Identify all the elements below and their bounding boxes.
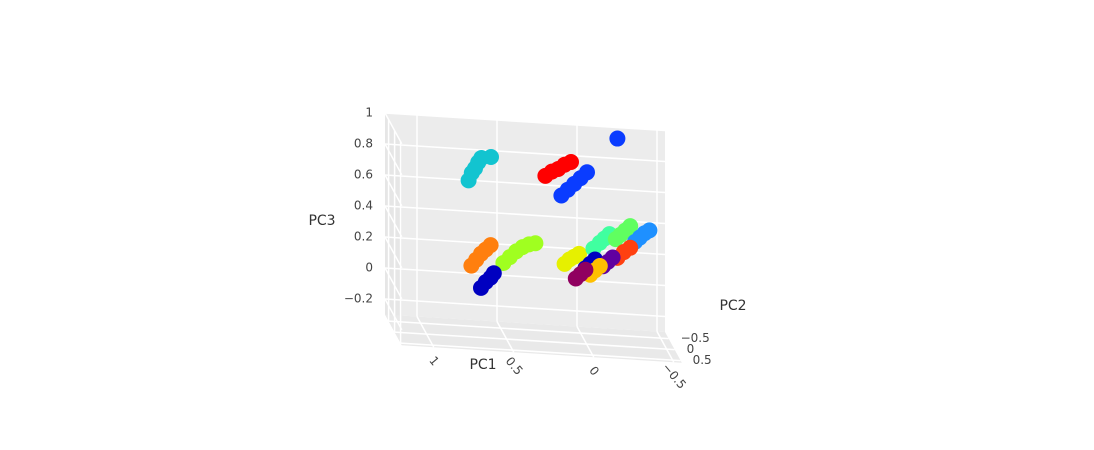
point bbox=[577, 261, 594, 278]
x-tick-label: 0.5 bbox=[503, 354, 526, 378]
grid-line bbox=[384, 205, 666, 225]
floor-pane bbox=[385, 314, 682, 363]
grid-line bbox=[384, 112, 403, 145]
x-tick-label: −0.5 bbox=[659, 360, 688, 391]
z-tick-label: 1 bbox=[365, 106, 373, 120]
grid-line bbox=[384, 112, 666, 132]
z-tick-label: 0.6 bbox=[354, 168, 373, 182]
point bbox=[579, 164, 595, 181]
z-axis-title: PC3 bbox=[308, 213, 335, 229]
point bbox=[622, 218, 639, 235]
grid-line bbox=[416, 316, 435, 348]
z-tick-label: 0 bbox=[365, 261, 373, 275]
point bbox=[641, 222, 658, 239]
point bbox=[485, 265, 502, 282]
grid-line bbox=[384, 143, 403, 176]
point bbox=[604, 249, 621, 266]
z-tick-label: −0.2 bbox=[344, 292, 373, 306]
grid-line bbox=[384, 236, 403, 269]
x-axis-title: PC1 bbox=[469, 357, 496, 373]
grid-line bbox=[384, 267, 666, 287]
back-pane bbox=[385, 113, 665, 332]
point bbox=[571, 245, 587, 262]
point bbox=[483, 149, 499, 165]
grid-line bbox=[388, 320, 669, 340]
x-tick-label: 0 bbox=[586, 364, 602, 379]
grid-line bbox=[394, 331, 675, 351]
y-tick-label: 0 bbox=[687, 342, 695, 356]
point bbox=[482, 237, 499, 254]
grid-line bbox=[384, 174, 403, 207]
z-tick-label: 0.8 bbox=[354, 137, 373, 151]
point bbox=[622, 239, 639, 256]
grid-line bbox=[384, 174, 666, 194]
y-tick-label: 0.5 bbox=[693, 353, 712, 367]
grid-line bbox=[400, 342, 681, 362]
grid-line bbox=[384, 143, 666, 163]
y-tick-label: −0.5 bbox=[681, 331, 710, 345]
z-tick-label: 0.2 bbox=[354, 230, 373, 244]
grid-line bbox=[384, 205, 403, 238]
point bbox=[609, 130, 626, 147]
z-tick-label: 0.4 bbox=[354, 199, 373, 213]
point bbox=[591, 258, 608, 275]
grid-line bbox=[384, 298, 403, 331]
grid-line bbox=[656, 331, 675, 363]
grid-line bbox=[384, 267, 403, 300]
grid-line bbox=[576, 326, 595, 358]
grid-line bbox=[496, 321, 515, 353]
x-tick-label: 1 bbox=[426, 354, 442, 369]
point bbox=[563, 154, 579, 170]
y-axis-title: PC2 bbox=[719, 298, 746, 314]
grid-line bbox=[384, 298, 666, 318]
point bbox=[527, 235, 544, 252]
